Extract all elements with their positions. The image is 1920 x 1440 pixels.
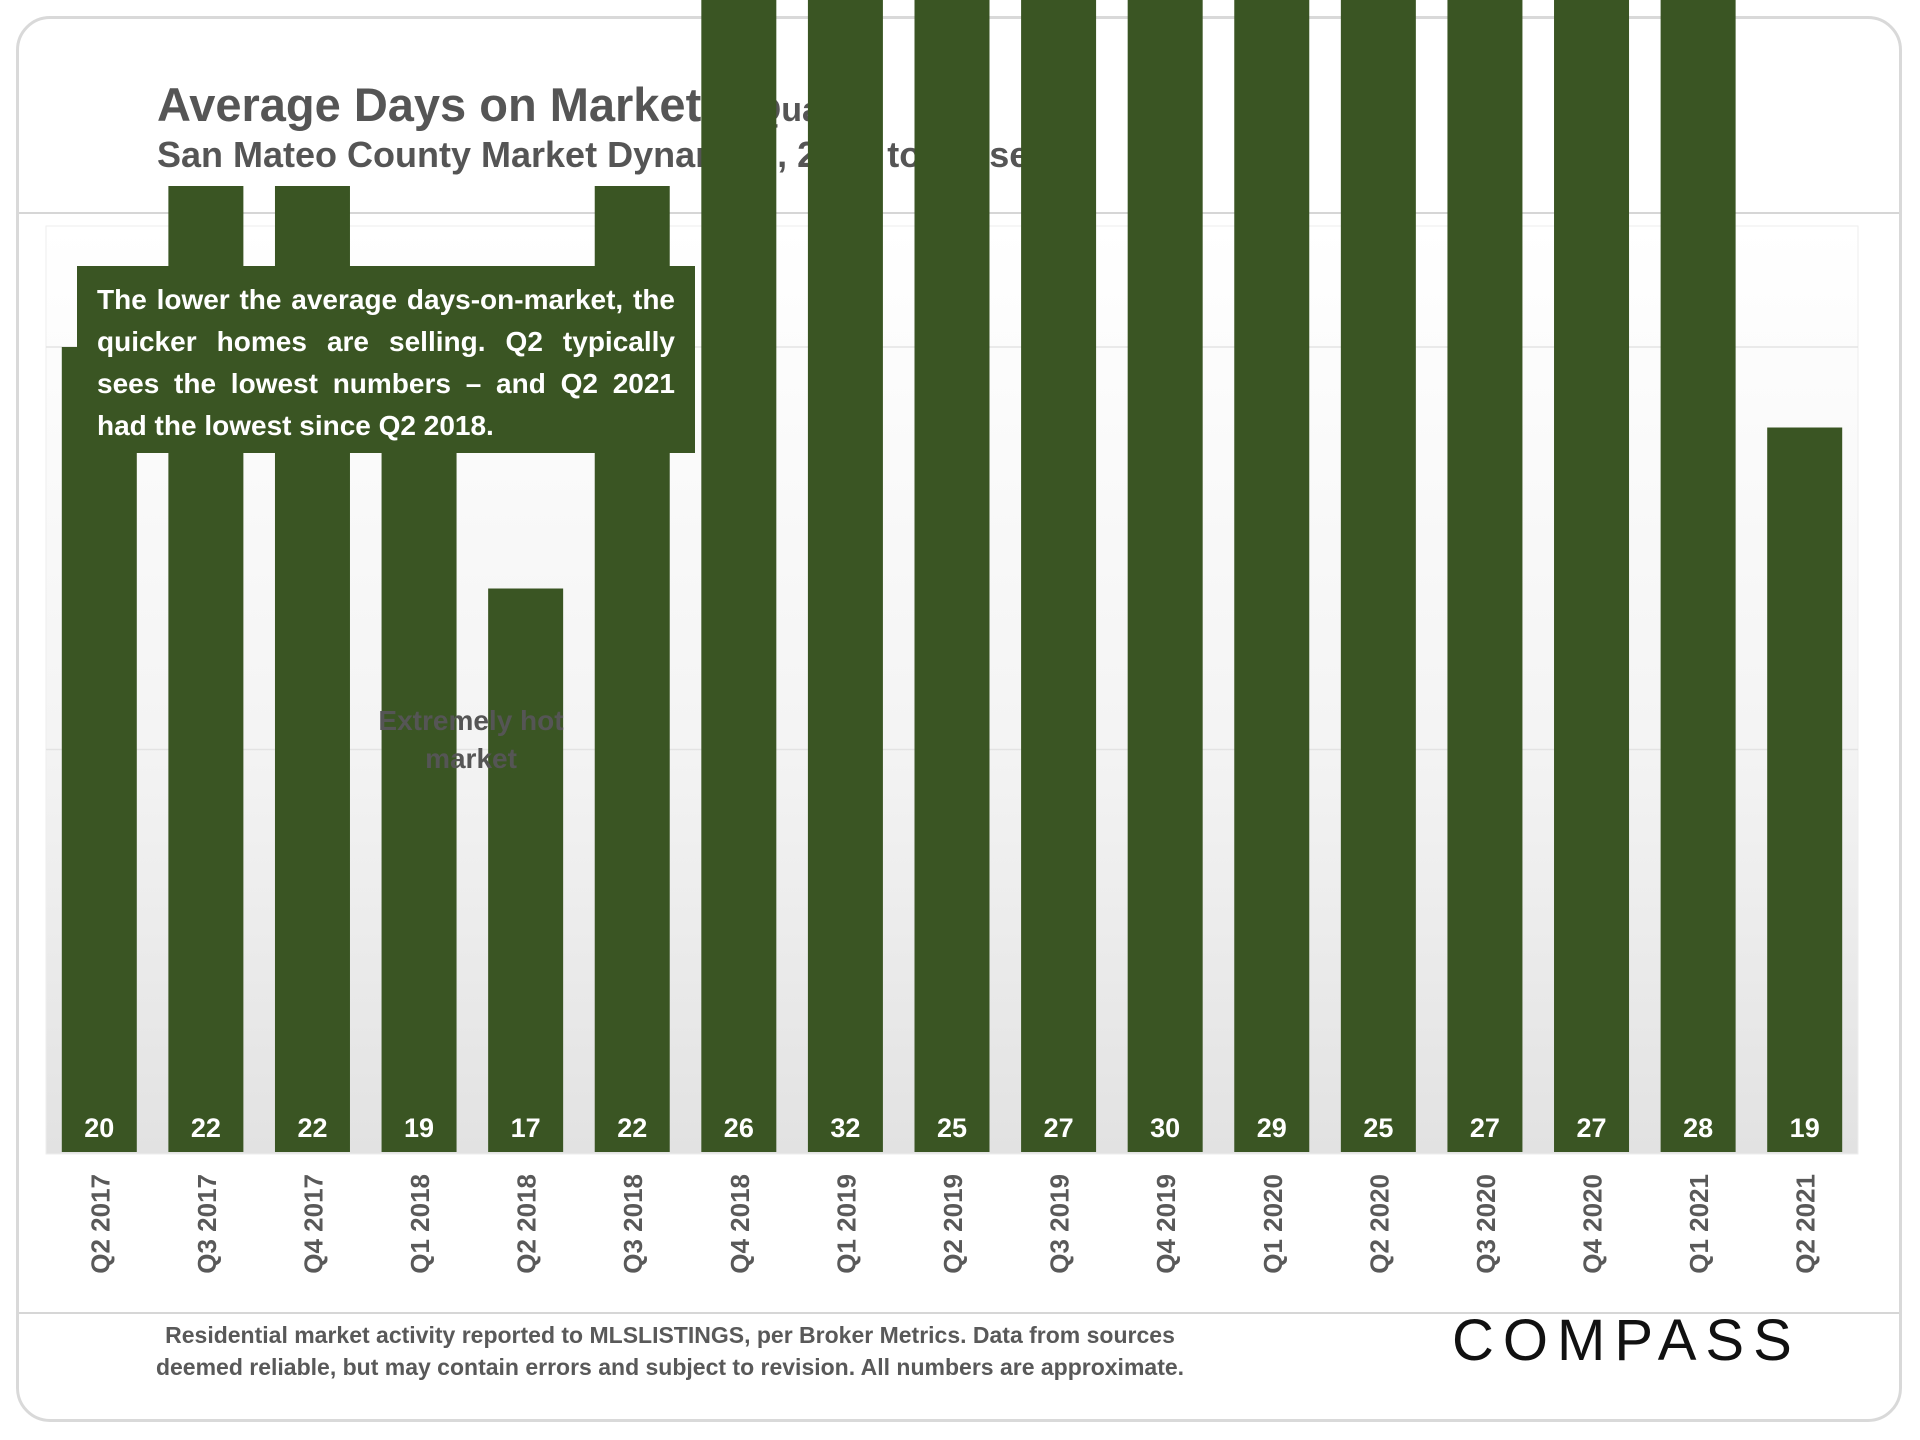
value-label: 20 <box>84 1113 114 1143</box>
value-label: 27 <box>1577 1113 1607 1143</box>
chart-subtitle: San Mateo County Market Dynamics, 2017 t… <box>157 134 1064 175</box>
bar-q1-2021 <box>1660 0 1736 1152</box>
x-tick-label: Q3 2019 <box>1045 1174 1075 1274</box>
footnote-line-2: deemed reliable, but may contain errors … <box>155 1354 1185 1380</box>
bar-q1-2019 <box>807 0 883 1152</box>
value-label: 22 <box>297 1113 327 1143</box>
bar-q4-2019 <box>1127 0 1203 1152</box>
annotation-line-2: market <box>425 743 517 774</box>
callout-box: The lower the average days-on-market, th… <box>77 266 695 453</box>
bar-q2-2018 <box>488 588 564 1152</box>
x-tick-label: Q1 2021 <box>1684 1174 1714 1274</box>
x-tick-label: Q3 2020 <box>1471 1174 1501 1274</box>
x-tick-label: Q3 2017 <box>192 1174 222 1274</box>
bar-q2-2019 <box>914 0 990 1152</box>
footnote-line-1: Residential market activity reported to … <box>165 1322 1175 1348</box>
chart-title-main: Average Days on Market <box>157 78 702 131</box>
value-label: 27 <box>1470 1113 1500 1143</box>
annotation-line-1: Extremely hot <box>378 705 564 736</box>
value-label: 22 <box>191 1113 221 1143</box>
x-tick-label: Q4 2018 <box>725 1174 755 1274</box>
x-tick-label: Q2 2021 <box>1791 1174 1821 1274</box>
bar-q2-2021 <box>1767 427 1843 1152</box>
value-label: 19 <box>1790 1113 1820 1143</box>
bars <box>61 0 1843 1152</box>
footer-divider <box>19 1312 1899 1314</box>
bar-q4-2018 <box>701 0 777 1152</box>
callout-text: The lower the average days-on-market, th… <box>97 284 675 441</box>
compass-logo-text: COMPASS <box>1452 1308 1801 1373</box>
value-label: 17 <box>511 1113 541 1143</box>
value-label: 30 <box>1150 1113 1180 1143</box>
bar-q3-2020 <box>1447 0 1523 1152</box>
x-tick-label: Q3 2018 <box>618 1174 648 1274</box>
value-label: 32 <box>830 1113 860 1143</box>
bar-q1-2020 <box>1234 0 1310 1152</box>
bar-q4-2020 <box>1554 0 1630 1152</box>
value-label: 25 <box>1363 1113 1393 1143</box>
value-label: 22 <box>617 1113 647 1143</box>
value-label: 27 <box>1044 1113 1074 1143</box>
x-tick-labels: Q2 2017 Q3 2017 Q4 2017 Q1 2018 Q2 2018 Q3 20… <box>85 1174 1820 1274</box>
value-label: 25 <box>937 1113 967 1143</box>
hot-market-annotation: Extremely hot market <box>356 702 586 778</box>
x-tick-label: Q2 2017 <box>85 1174 115 1274</box>
value-label: 29 <box>1257 1113 1287 1143</box>
value-labels: 20 22 22 19 17 22 26 32 25 27 30 29 25 27 27 28 19 <box>84 1113 1819 1143</box>
value-label: 19 <box>404 1113 434 1143</box>
x-tick-label: Q4 2019 <box>1151 1174 1181 1274</box>
x-tick-label: Q2 2018 <box>512 1174 542 1274</box>
x-tick-label: Q1 2020 <box>1258 1174 1288 1274</box>
x-tick-label: Q4 2017 <box>298 1174 328 1274</box>
x-tick-label: Q2 2020 <box>1364 1174 1394 1274</box>
x-tick-label: Q1 2019 <box>831 1174 861 1274</box>
value-label: 28 <box>1683 1113 1713 1143</box>
x-tick-label: Q1 2018 <box>405 1174 435 1274</box>
bar-q2-2020 <box>1340 0 1416 1152</box>
source-footnote: Residential market activity reported to … <box>150 1319 1190 1383</box>
bar-q2-2017 <box>61 347 137 1152</box>
x-tick-label: Q2 2019 <box>938 1174 968 1274</box>
x-tick-label: Q4 2020 <box>1578 1174 1608 1274</box>
compass-logo: COMPASS <box>1452 1308 1801 1373</box>
bar-q3-2019 <box>1021 0 1097 1152</box>
bar-q1-2018 <box>381 427 457 1152</box>
value-label: 26 <box>724 1113 754 1143</box>
